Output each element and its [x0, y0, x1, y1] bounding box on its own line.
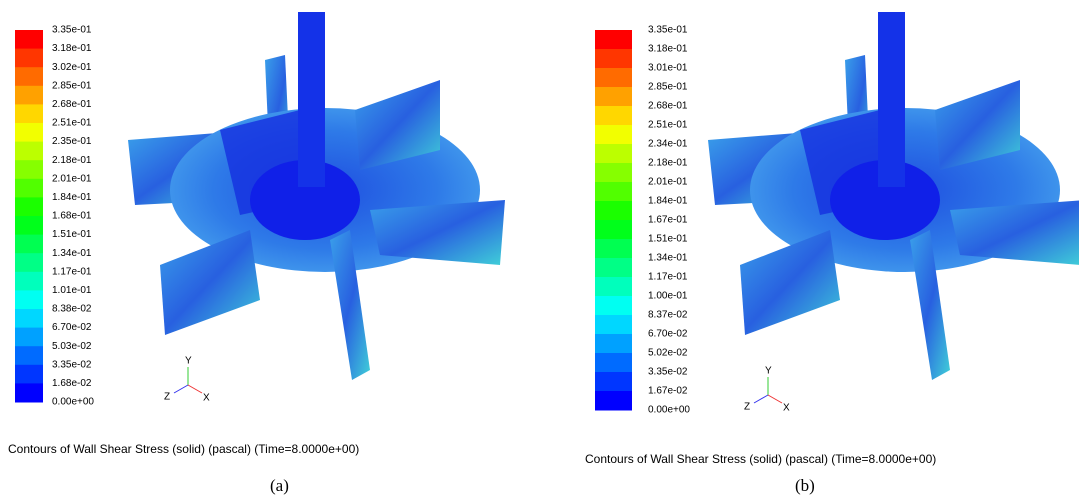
colorbar-label: 2.34e-01: [648, 139, 688, 150]
axis-label: X: [783, 403, 790, 414]
colorbar-label: 3.35e-02: [648, 367, 688, 378]
colorbar-swatch: [595, 315, 632, 335]
colorbar-swatch: [15, 290, 43, 309]
colorbar-label: 5.02e-02: [648, 348, 688, 359]
colorbar-label: 1.34e-01: [648, 253, 688, 264]
colorbar-swatch: [15, 123, 43, 142]
panel-label: (b): [795, 476, 815, 495]
colorbar-label: 3.35e-01: [52, 25, 92, 36]
axis-label: X: [203, 393, 210, 404]
caption: Contours of Wall Shear Stress (solid) (p…: [8, 442, 359, 456]
colorbar-swatch: [595, 125, 632, 145]
colorbar-swatch: [595, 220, 632, 240]
colorbar-label: 6.70e-02: [52, 322, 92, 333]
colorbar-swatch: [15, 86, 43, 105]
caption: Contours of Wall Shear Stress (solid) (p…: [585, 452, 936, 466]
colorbar-label: 8.37e-02: [648, 310, 688, 321]
colorbar-swatch: [15, 309, 43, 328]
colorbar-label: 2.01e-01: [52, 173, 92, 184]
colorbar-swatch: [15, 272, 43, 291]
colorbar-swatch: [595, 49, 632, 69]
axis-label: Y: [185, 356, 192, 367]
colorbar-swatch: [15, 197, 43, 216]
colorbar-swatch: [595, 239, 632, 259]
colorbar-swatch: [595, 87, 632, 107]
colorbar-label: 8.38e-02: [52, 304, 92, 315]
colorbar-label: 1.34e-01: [52, 248, 92, 259]
colorbar-label: 1.84e-01: [648, 196, 688, 207]
colorbar-swatch: [595, 372, 632, 392]
colorbar-swatch: [595, 277, 632, 297]
colorbar-swatch: [595, 68, 632, 88]
colorbar-swatch: [595, 163, 632, 183]
colorbar-label: 0.00e+00: [52, 397, 94, 408]
colorbar-swatch: [595, 258, 632, 278]
colorbar-label: 6.70e-02: [648, 329, 688, 340]
colorbar-label: 2.18e-01: [648, 158, 688, 169]
axis-x: [768, 395, 782, 403]
axis-z: [174, 385, 188, 393]
colorbar-label: 1.00e-01: [648, 291, 688, 302]
colorbar-label: 2.68e-01: [52, 99, 92, 110]
colorbar-label: 3.18e-01: [648, 44, 688, 55]
colorbar-swatch: [15, 104, 43, 123]
panel-label: (a): [270, 476, 289, 495]
axis-label: Z: [744, 402, 750, 413]
colorbar-label: 1.17e-01: [648, 272, 688, 283]
impeller-contour: [708, 12, 1079, 380]
colorbar-label: 1.67e-02: [648, 386, 688, 397]
colorbar-swatch: [15, 383, 43, 402]
colorbar-label: 3.02e-01: [52, 62, 92, 73]
axis-label: Z: [164, 392, 170, 403]
colorbar-label: 1.51e-01: [52, 229, 92, 240]
colorbar-label: 2.51e-01: [52, 118, 92, 129]
impeller-contour: [128, 12, 505, 380]
colorbar-swatch: [595, 334, 632, 354]
colorbar-swatch: [595, 182, 632, 202]
colorbar-label: 2.68e-01: [648, 101, 688, 112]
colorbar-label: 2.18e-01: [52, 155, 92, 166]
colorbar-swatch: [595, 353, 632, 373]
colorbar-swatch: [15, 30, 43, 49]
colorbar-swatch: [595, 391, 632, 411]
colorbar-swatch: [15, 67, 43, 86]
colorbar-swatch: [15, 365, 43, 384]
colorbar-swatch: [15, 49, 43, 68]
colorbar-swatch: [15, 235, 43, 254]
colorbar-label: 2.35e-01: [52, 136, 92, 147]
figure: 3.35e-01 3.18e-01 3.02e-01 2.85e-01 2.68e-01…: [0, 0, 1079, 497]
colorbar-swatch: [15, 253, 43, 272]
colorbar-swatch: [15, 346, 43, 365]
colorbar-label: 5.03e-02: [52, 341, 92, 352]
colorbar-label: 3.01e-01: [648, 63, 688, 74]
colorbar-swatch: [15, 142, 43, 161]
colorbar-label: 1.51e-01: [648, 234, 688, 245]
colorbar-label: 1.17e-01: [52, 266, 92, 277]
colorbar-label: 1.68e-01: [52, 211, 92, 222]
colorbar-label: 1.68e-02: [52, 378, 92, 389]
colorbar-label: 3.18e-01: [52, 43, 92, 54]
axis-label: Y: [765, 366, 772, 377]
axis-x: [188, 385, 202, 393]
axis-z: [754, 395, 768, 403]
colorbar-swatch: [15, 328, 43, 347]
colorbar-label: 2.85e-01: [52, 80, 92, 91]
colorbar-label: 1.84e-01: [52, 192, 92, 203]
colorbar-label: 2.01e-01: [648, 177, 688, 188]
colorbar-label: 0.00e+00: [648, 405, 690, 416]
colorbar-label: 3.35e-02: [52, 359, 92, 370]
colorbar-label: 1.67e-01: [648, 215, 688, 226]
colorbar-swatch: [15, 160, 43, 179]
colorbar-swatch: [15, 179, 43, 198]
colorbar-swatch: [595, 144, 632, 164]
colorbar-swatch: [595, 106, 632, 126]
colorbar-label: 1.01e-01: [52, 285, 92, 296]
colorbar-swatch: [595, 201, 632, 221]
colorbar-swatch: [15, 216, 43, 235]
colorbar-label: 2.51e-01: [648, 120, 688, 131]
colorbar-swatch: [595, 296, 632, 316]
colorbar-label: 3.35e-01: [648, 25, 688, 36]
colorbar-label: 2.85e-01: [648, 82, 688, 93]
colorbar-swatch: [595, 30, 632, 50]
